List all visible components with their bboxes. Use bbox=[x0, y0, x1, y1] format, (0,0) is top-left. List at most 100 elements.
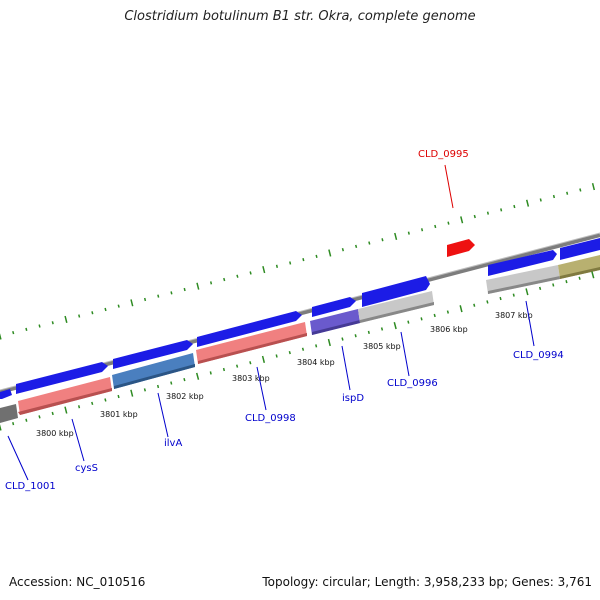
tick-mark bbox=[12, 422, 15, 426]
gene-label-cyss: cysS bbox=[75, 463, 98, 474]
tick-mark bbox=[130, 299, 134, 307]
tick-mark bbox=[327, 338, 331, 347]
tick-mark bbox=[433, 313, 436, 318]
gene-arrow bbox=[560, 238, 600, 260]
label-leaders bbox=[7, 164, 535, 481]
tick-mark bbox=[566, 191, 569, 195]
gene-label-cld-0994: CLD_0994 bbox=[513, 350, 564, 361]
gene-arrow bbox=[488, 250, 557, 276]
tick-mark bbox=[393, 322, 397, 330]
tick-mark bbox=[315, 254, 318, 258]
gene-arrow bbox=[362, 276, 430, 307]
tick-mark bbox=[156, 384, 160, 389]
tick-mark bbox=[64, 406, 68, 414]
tick-mark bbox=[459, 305, 463, 313]
tick-mark bbox=[525, 288, 529, 296]
tick-mark bbox=[249, 271, 252, 275]
tick-mark bbox=[91, 311, 94, 315]
tick-mark bbox=[341, 337, 344, 341]
tick-label: 3806 kbp bbox=[430, 325, 468, 334]
tick-mark bbox=[38, 415, 41, 419]
tick-label: 3801 kbp bbox=[100, 410, 138, 419]
tick-mark bbox=[249, 361, 252, 365]
gene-label-cld-0995: CLD_0995 bbox=[418, 149, 469, 160]
tick-mark bbox=[12, 331, 15, 335]
gene-label-cld-0998: CLD_0998 bbox=[245, 413, 296, 424]
tick-mark bbox=[367, 330, 370, 334]
tick-mark bbox=[288, 351, 291, 355]
tick-mark bbox=[25, 327, 28, 331]
tick-mark bbox=[513, 204, 516, 209]
tick-mark bbox=[195, 372, 200, 380]
gene-label-ilva: ilvA bbox=[164, 438, 182, 449]
tick-mark bbox=[420, 228, 424, 232]
tick-mark bbox=[222, 367, 226, 372]
tick-mark bbox=[302, 258, 305, 262]
tick-mark bbox=[381, 238, 384, 242]
tick-mark bbox=[578, 276, 581, 280]
tick-label: 3803 kbp bbox=[232, 374, 270, 383]
tick-label: 3804 kbp bbox=[297, 358, 335, 367]
tick-mark bbox=[407, 231, 410, 235]
tick-mark bbox=[500, 208, 503, 212]
tick-mark bbox=[91, 401, 94, 405]
tick-mark bbox=[473, 214, 476, 219]
gene-label-ispd: ispD bbox=[342, 393, 364, 404]
tick-mark bbox=[473, 303, 476, 307]
tick-mark bbox=[236, 274, 239, 278]
tick-mark bbox=[77, 405, 81, 409]
tick-mark bbox=[157, 294, 160, 298]
gene-arrow bbox=[312, 297, 356, 317]
tick-mark bbox=[209, 281, 213, 285]
tick-mark bbox=[315, 344, 318, 348]
tick-mark bbox=[262, 266, 266, 274]
tick-mark bbox=[196, 282, 200, 290]
tick-mark bbox=[486, 300, 489, 304]
tick-mark bbox=[223, 277, 226, 282]
tick-mark bbox=[51, 321, 54, 325]
tick-mark bbox=[275, 354, 278, 358]
gene-label-cld-0996: CLD_0996 bbox=[387, 378, 438, 389]
tick-mark bbox=[301, 347, 305, 351]
tick-mark bbox=[591, 271, 595, 279]
tick-labels: 3800 kbp 3801 kbp 3802 kbp 3803 kbp 3804… bbox=[36, 311, 533, 438]
tick-mark bbox=[143, 388, 147, 392]
gene-arrow bbox=[113, 340, 193, 369]
tick-mark bbox=[552, 194, 556, 199]
tick-mark bbox=[354, 334, 357, 338]
accession-text: Accession: NC_010516 bbox=[9, 575, 146, 589]
gene-arrow bbox=[16, 362, 108, 394]
tick-mark bbox=[446, 310, 450, 314]
tick-mark bbox=[38, 324, 41, 328]
tick-mark bbox=[104, 307, 107, 312]
tick-mark bbox=[512, 293, 515, 297]
gene-arrow bbox=[197, 311, 302, 347]
tick-mark bbox=[538, 286, 542, 290]
tick-mark bbox=[525, 199, 530, 207]
forward-genes bbox=[0, 238, 600, 399]
tick-mark bbox=[380, 327, 384, 331]
tick-mark bbox=[130, 389, 134, 397]
gene-arrow-highlight bbox=[447, 239, 475, 257]
feature-bars bbox=[0, 255, 600, 423]
tick-mark bbox=[143, 297, 147, 302]
tick-mark bbox=[51, 411, 54, 416]
tick-mark bbox=[539, 198, 542, 202]
tick-mark bbox=[394, 232, 398, 240]
tick-mark bbox=[104, 398, 107, 402]
tick-mark bbox=[78, 314, 81, 318]
tick-mark bbox=[579, 188, 582, 192]
tick-mark bbox=[261, 355, 266, 363]
tick-mark bbox=[275, 264, 279, 268]
tick-mark bbox=[434, 224, 437, 229]
tick-mark bbox=[447, 221, 450, 225]
gene-arrow bbox=[0, 389, 12, 399]
tick-mark bbox=[235, 364, 239, 368]
map-title: Clostridium botulinum B1 str. Okra, comp… bbox=[124, 9, 476, 24]
tick-label: 3800 kbp bbox=[36, 429, 74, 438]
outer-tick-ring bbox=[0, 183, 596, 340]
tick-mark bbox=[0, 424, 2, 431]
tick-mark bbox=[328, 249, 332, 257]
inner-tick-ring bbox=[0, 271, 595, 431]
